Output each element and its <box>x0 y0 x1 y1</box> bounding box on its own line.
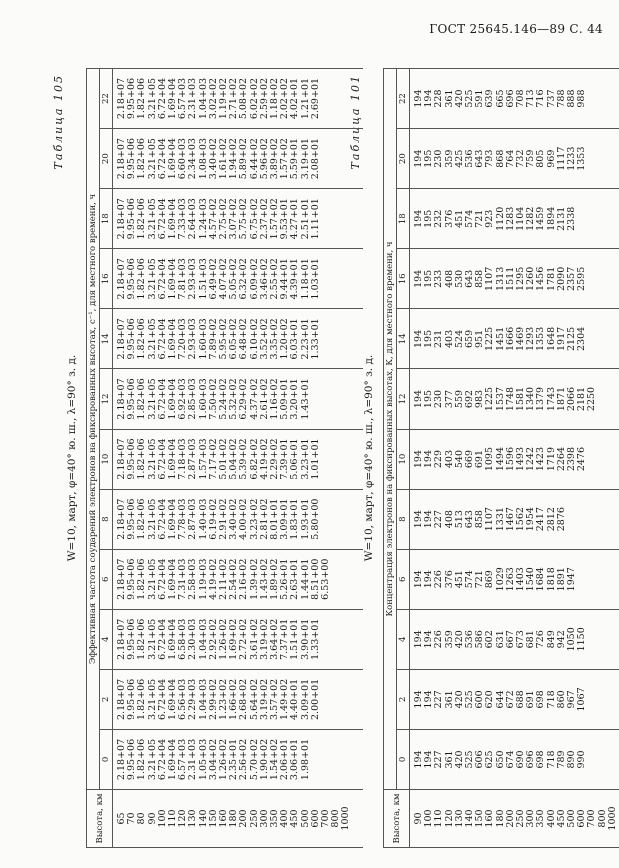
table-105: Высота, км Эффективная частота соударени… <box>86 68 363 848</box>
height-column: 65 70 80 90 100 110 120 130 140 150 160 … <box>112 789 363 848</box>
col-header: 2 <box>99 669 113 730</box>
data-column: 2.18+07 9.95+06 1.82+06 3.21+05 6.72+04 … <box>112 429 363 490</box>
data-column: 194 195 230 377 559 692 983 1225 1537 17… <box>409 368 619 430</box>
col-header: 22 <box>99 68 113 129</box>
table-105-block: Таблица 105 W=10, март, φ=40° ю. ш., λ=9… <box>48 68 378 848</box>
data-column: 194 195 230 359 425 536 643 793 868 764 … <box>409 128 619 189</box>
data-column: 2.18+07 9.95+06 1.82+06 3.21+05 6.72+04 … <box>112 308 363 369</box>
col-header: 16 <box>99 248 113 309</box>
data-column: 2.18+07 9.95+06 1.82+06 3.21+05 6.72+04 … <box>112 68 363 129</box>
data-column: 194 195 232 376 451 574 721 923 1120 128… <box>409 188 619 249</box>
col-header: 4 <box>396 609 410 670</box>
col-header: 10 <box>396 429 410 490</box>
data-column: 194 194 226 359 420 536 586 602 631 667 … <box>409 609 619 670</box>
table-101: Высота, км Концентрация электронов на фи… <box>383 68 619 848</box>
data-column: 194 195 231 403 524 659 951 1225 1451 16… <box>409 308 619 369</box>
col-header: 10 <box>99 429 113 490</box>
data-column: 194 194 227 361 420 525 606 625 650 674 … <box>409 729 619 790</box>
col-header: 8 <box>396 489 410 550</box>
group-header: Эффективная частота соударений электроно… <box>86 68 100 790</box>
col-header: 14 <box>396 308 410 369</box>
table-row: 65 70 80 90 100 110 120 130 140 150 160 … <box>112 68 363 848</box>
table-105-name: Таблица 105 <box>52 74 65 170</box>
data-column: 194 194 228 361 420 525 591 639 665 696 … <box>409 68 619 129</box>
data-column: 2.18+07 9.95+06 1.82+06 3.21+05 6.72+04 … <box>112 128 363 189</box>
data-column: 194 194 227 361 420 525 600 620 644 672 … <box>409 669 619 730</box>
data-column: 2.18+07 9.95+06 1.82+06 3.21+05 6.72+04 … <box>112 729 363 790</box>
col-header: 2 <box>396 669 410 730</box>
data-column: 2.18+07 9.95+06 1.82+06 3.21+05 6.72+04 … <box>112 368 363 430</box>
group-header: Концентрация электронов на фиксированных… <box>383 68 397 790</box>
col-header: 6 <box>99 549 113 610</box>
height-header: Высота, км <box>383 789 410 848</box>
col-header: 20 <box>396 128 410 189</box>
page-header: ГОСТ 25645.146—89 С. 44 <box>429 22 603 36</box>
height-header: Высота, км <box>86 789 113 848</box>
data-column: 194 194 226 376 451 574 721 869 1029 126… <box>409 549 619 610</box>
data-column: 2.18+07 9.95+06 1.82+06 3.21+05 6.72+04 … <box>112 489 363 550</box>
col-header: 12 <box>396 368 410 430</box>
data-column: 194 194 227 408 513 643 858 1107 1331 14… <box>409 489 619 550</box>
col-header: 12 <box>99 368 113 430</box>
table-105-title: W=10, март, φ=40° ю. ш., λ=90° з. д. <box>66 354 78 562</box>
col-header: 4 <box>99 609 113 670</box>
col-header: 6 <box>396 549 410 610</box>
data-column: 194 195 233 408 530 643 858 1107 1313 15… <box>409 248 619 309</box>
data-column: 2.18+07 9.95+06 1.82+06 3.21+05 6.72+04 … <box>112 188 363 249</box>
data-column: 194 194 229 403 540 669 691 1095 1494 15… <box>409 429 619 490</box>
height-column: 90 100 110 120 130 140 150 160 180 200 2… <box>409 789 619 848</box>
col-header: 18 <box>396 188 410 249</box>
col-header: 16 <box>396 248 410 309</box>
data-column: 2.18+07 9.95+06 1.82+06 3.21+05 6.72+04 … <box>112 248 363 309</box>
col-header: 0 <box>396 729 410 790</box>
col-header: 14 <box>99 308 113 369</box>
col-header: 0 <box>99 729 113 790</box>
data-column: 2.18+07 9.95+06 1.82+06 3.21+05 6.72+04 … <box>112 609 363 670</box>
col-header: 18 <box>99 188 113 249</box>
col-header: 22 <box>396 68 410 129</box>
table-row: 90 100 110 120 130 140 150 160 180 200 2… <box>409 68 619 848</box>
data-column: 2.18+07 9.95+06 1.82+06 3.21+05 6.72+04 … <box>112 669 363 730</box>
data-column: 2.18+07 9.95+06 1.82+06 3.21+05 6.72+04 … <box>112 549 363 610</box>
table-101-block: Таблица 101 W=10, март, φ=40° ю. ш., λ=9… <box>345 68 619 848</box>
col-header: 20 <box>99 128 113 189</box>
col-header: 8 <box>99 489 113 550</box>
